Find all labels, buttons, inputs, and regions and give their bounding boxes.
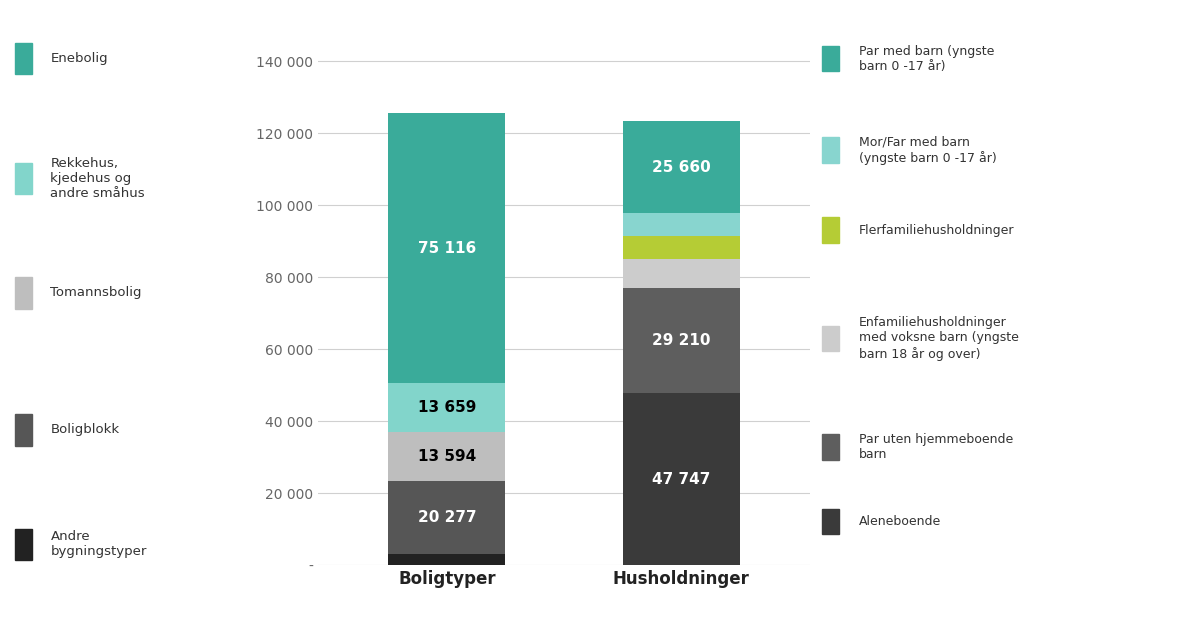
- Text: 13 659: 13 659: [418, 401, 476, 415]
- Text: Par uten hjemmeboende
barn: Par uten hjemmeboende barn: [859, 433, 1013, 461]
- Bar: [389, 113, 505, 383]
- FancyBboxPatch shape: [16, 163, 32, 194]
- Text: 13 594: 13 594: [418, 450, 476, 465]
- FancyBboxPatch shape: [822, 46, 839, 71]
- Text: Mor/Far med barn
(yngste barn 0 -17 år): Mor/Far med barn (yngste barn 0 -17 år): [859, 135, 996, 165]
- FancyBboxPatch shape: [16, 43, 32, 75]
- Text: 75 116: 75 116: [418, 241, 476, 256]
- Text: Rekkehus,
kjedehus og
andre småhus: Rekkehus, kjedehus og andre småhus: [50, 157, 145, 200]
- Text: 47 747: 47 747: [652, 472, 710, 487]
- Text: Andre
bygningstyper: Andre bygningstyper: [50, 530, 146, 558]
- Text: Enebolig: Enebolig: [50, 52, 108, 65]
- Bar: [623, 288, 739, 393]
- Bar: [389, 555, 505, 565]
- FancyBboxPatch shape: [16, 414, 32, 446]
- Text: Aleneboende: Aleneboende: [859, 515, 941, 528]
- Bar: [623, 214, 739, 236]
- Bar: [389, 383, 505, 432]
- Text: 20 277: 20 277: [418, 510, 476, 525]
- Bar: [389, 432, 505, 481]
- Bar: [623, 121, 739, 214]
- Text: Tomannsbolig: Tomannsbolig: [50, 286, 142, 299]
- Text: Par med barn (yngste
barn 0 -17 år): Par med barn (yngste barn 0 -17 år): [859, 45, 994, 73]
- FancyBboxPatch shape: [822, 217, 839, 243]
- FancyBboxPatch shape: [822, 325, 839, 351]
- FancyBboxPatch shape: [822, 509, 839, 534]
- FancyBboxPatch shape: [822, 434, 839, 460]
- Bar: [623, 259, 739, 288]
- Text: 29 210: 29 210: [652, 333, 710, 348]
- Bar: [389, 481, 505, 555]
- Bar: [623, 236, 739, 259]
- Bar: [623, 393, 739, 565]
- FancyBboxPatch shape: [16, 528, 32, 560]
- FancyBboxPatch shape: [822, 137, 839, 163]
- Text: 25 660: 25 660: [652, 160, 710, 175]
- Text: Flerfamiliehusholdninger: Flerfamiliehusholdninger: [859, 224, 1014, 237]
- Text: Boligblokk: Boligblokk: [50, 424, 120, 437]
- Text: Enfamiliehusholdninger
med voksne barn (yngste
barn 18 år og over): Enfamiliehusholdninger med voksne barn (…: [859, 317, 1019, 361]
- FancyBboxPatch shape: [16, 277, 32, 309]
